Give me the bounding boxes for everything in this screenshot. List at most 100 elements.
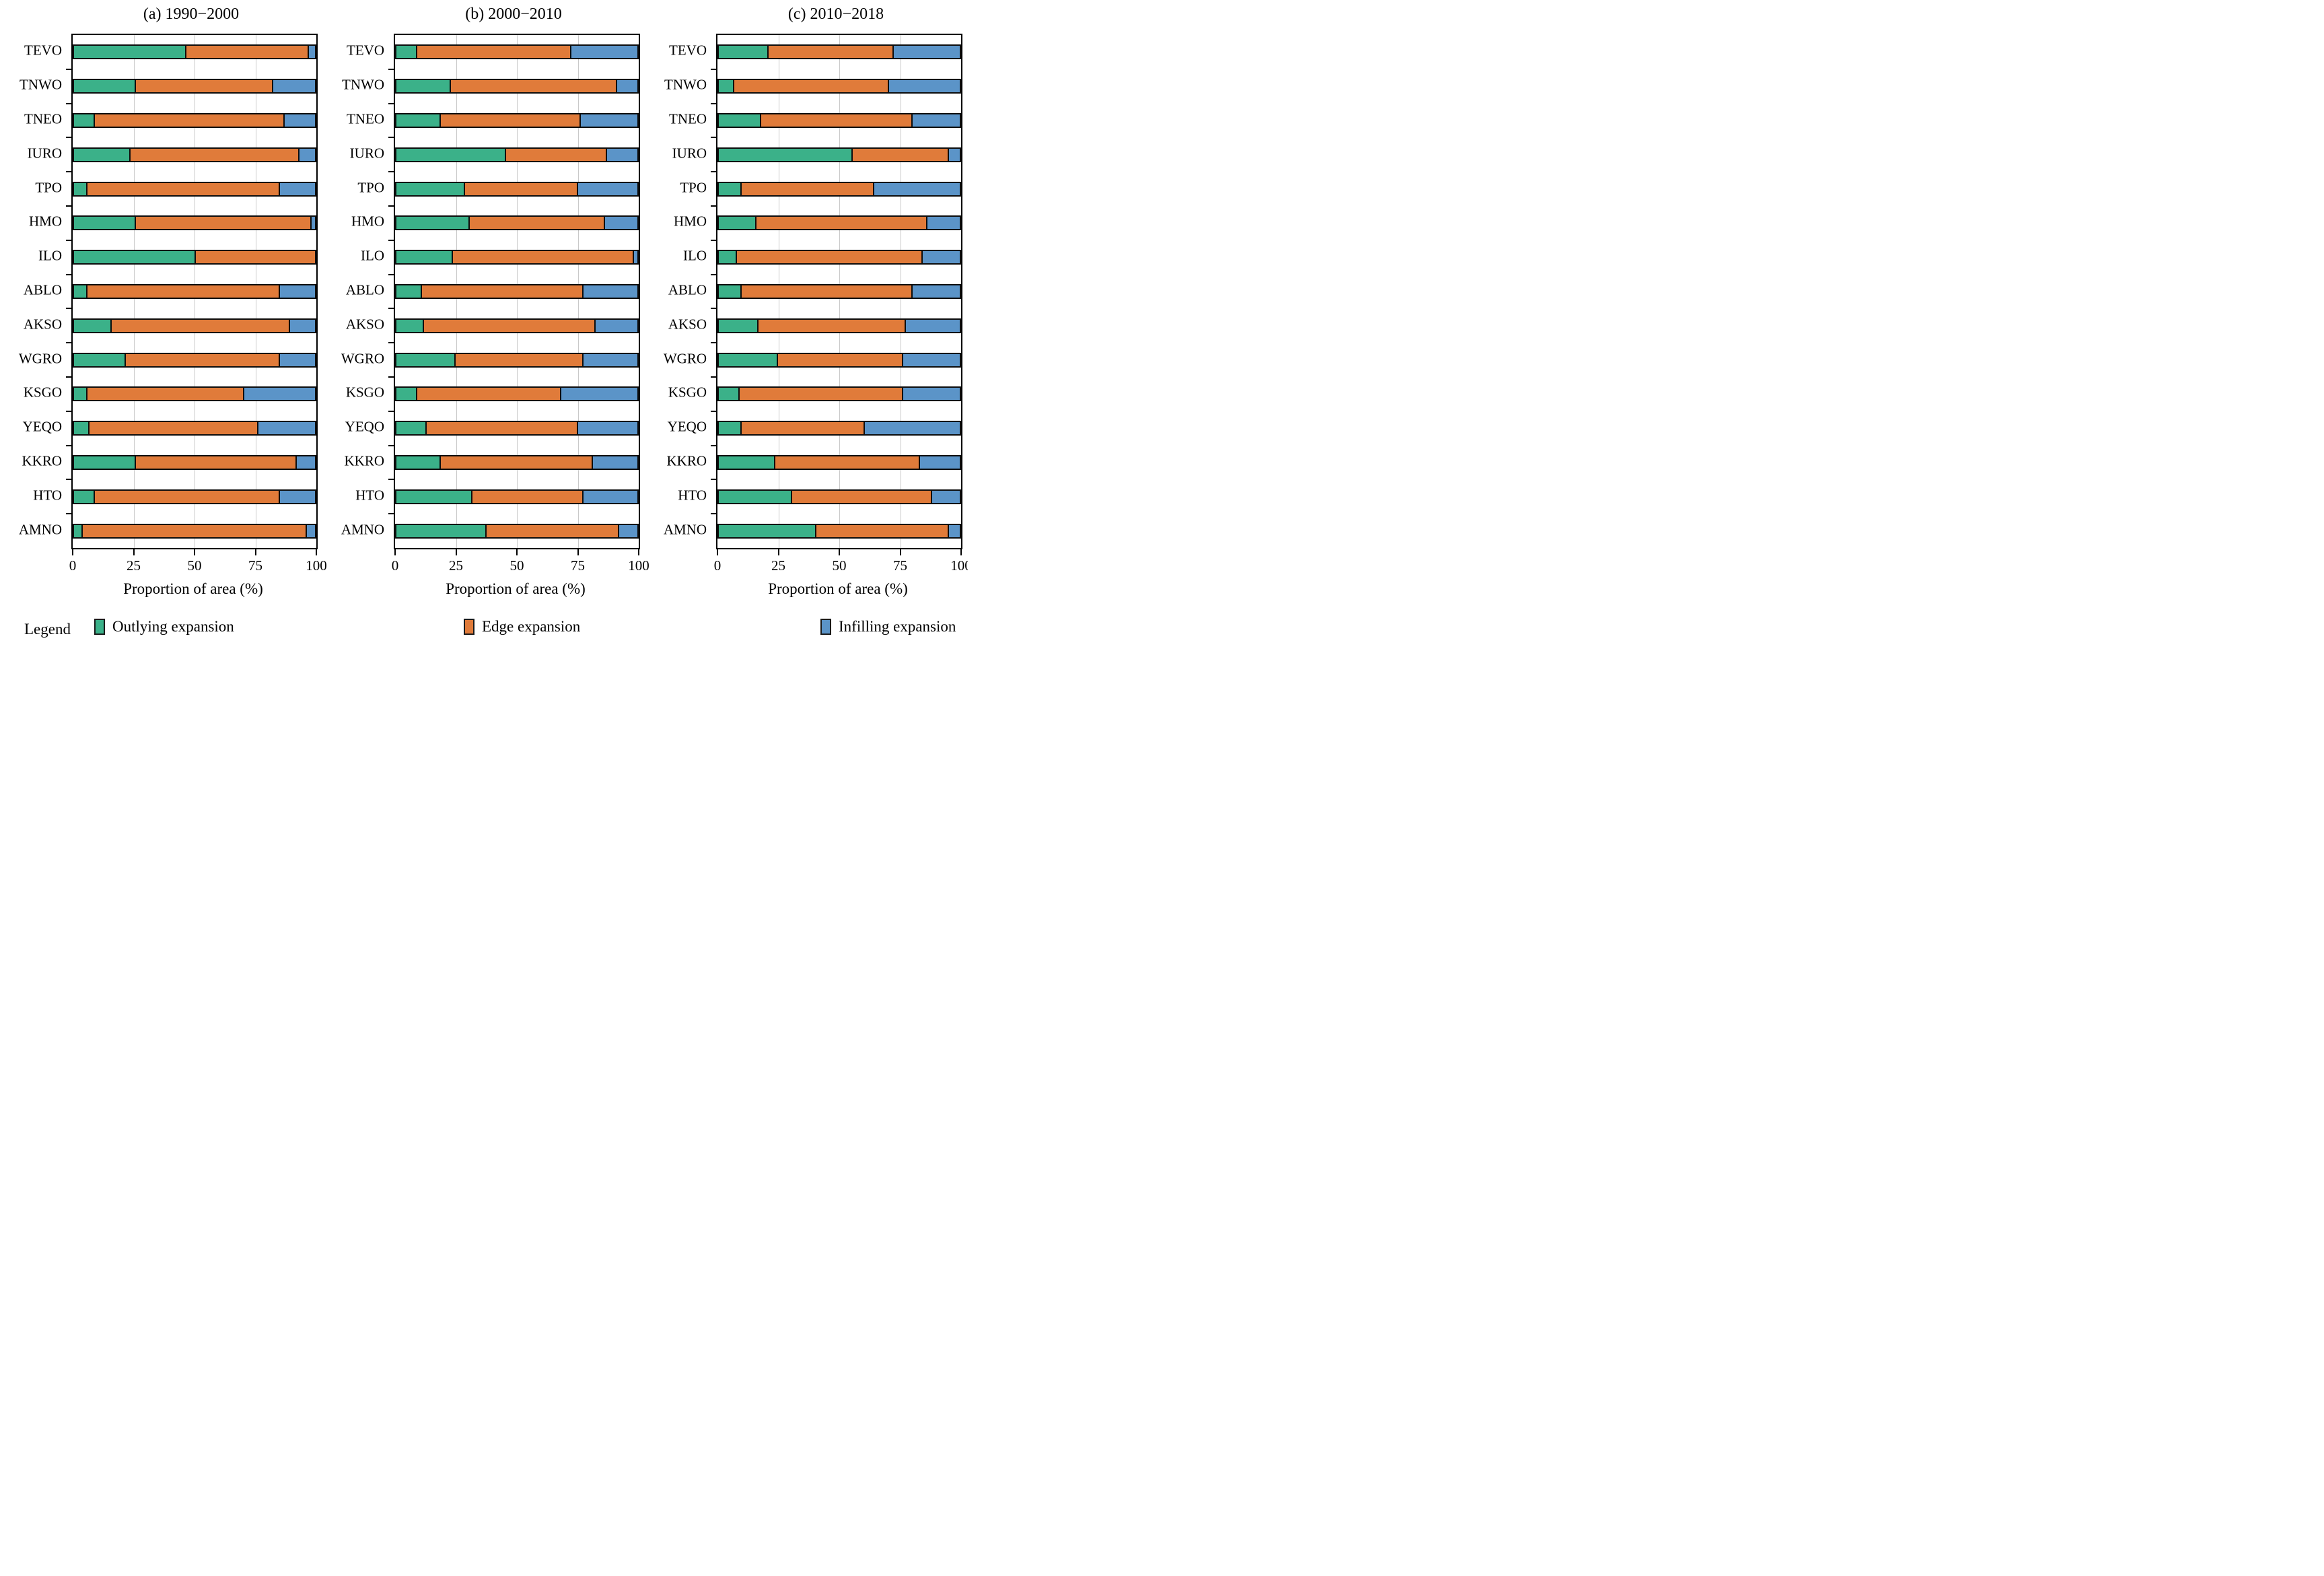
stacked-bar-yeqo (395, 421, 639, 436)
bar-segment-edge (129, 148, 298, 161)
bar-segment-infilling (902, 353, 960, 366)
stacked-bar-kkro (73, 455, 316, 470)
bar-segment-edge (439, 114, 580, 127)
bar-segment-infilling (632, 251, 637, 264)
bar-segment-infilling (582, 490, 637, 503)
bar-segment-infilling (904, 319, 960, 332)
x-tick-label-25: 25 (771, 557, 785, 574)
bar-segment-infilling (279, 490, 315, 503)
stacked-bar-ablo (717, 284, 961, 299)
y-minor-tick (388, 513, 394, 515)
stacked-bar-iuro (395, 147, 639, 162)
stacked-bar-tneo (395, 113, 639, 128)
category-label-ksgo: KSGO (668, 384, 707, 401)
y-minor-tick (388, 308, 394, 310)
bar-segment-edge (740, 285, 912, 298)
bar-segment-edge (754, 217, 926, 230)
panel-title-a: (a) 1990−2000 (143, 5, 240, 23)
y-minor-tick (711, 376, 716, 378)
bar-segment-edge (468, 217, 604, 230)
panel-2010-2018: (c) 2010−2018 TEVO TNWO TNEO IURO TPO HMO ILO A… (645, 0, 968, 656)
x-tick-mark-75 (899, 549, 901, 555)
bar-segment-infilling (606, 148, 637, 161)
stacked-bar-ilo (395, 250, 639, 265)
bar-segment-edge (740, 182, 874, 195)
bar-segment-infilling (873, 182, 960, 195)
bar-segment-edge (774, 456, 919, 469)
bar-segment-infilling (310, 217, 315, 230)
bar-segment-edge (449, 80, 616, 93)
bar-segment-infilling (919, 456, 960, 469)
bar-segment-outlying (74, 319, 110, 332)
bar-segment-infilling (902, 388, 960, 401)
x-axis-title-b: Proportion of area (%) (446, 580, 586, 597)
bar-segment-edge (505, 148, 606, 161)
bar-segment-outlying (719, 285, 741, 298)
bar-segment-outlying (74, 182, 86, 195)
category-label-tevo: TEVO (347, 42, 384, 59)
panel-1990-2000: (a) 1990−2000 TEVO TNWO TNEO IURO TPO HMO ILO A… (0, 0, 327, 656)
bar-segment-infilling (271, 80, 315, 93)
bar-segment-edge (85, 285, 279, 298)
y-minor-tick (66, 273, 71, 275)
stacked-bar-hto (73, 489, 316, 504)
bar-segment-outlying (396, 217, 469, 230)
stacked-bar-tevo (395, 44, 639, 60)
x-tick-label-100: 100 (628, 557, 649, 574)
bar-segment-outlying (396, 251, 452, 264)
stacked-bar-hto (395, 489, 639, 504)
bar-segment-edge (815, 524, 948, 537)
category-label-amno: AMNO (18, 521, 62, 538)
stacked-bar-tevo (73, 44, 316, 60)
category-label-ilo: ILO (361, 247, 384, 264)
category-label-tpo: TPO (35, 179, 62, 196)
bar-segment-outlying (74, 388, 86, 401)
category-label-akso: AKSO (668, 316, 707, 333)
bar-segment-edge (195, 251, 315, 264)
stacked-bar-hmo (395, 215, 639, 231)
bar-segment-edge (110, 319, 289, 332)
bar-segment-edge (776, 353, 903, 366)
bar-segment-edge (464, 182, 577, 195)
bar-segment-outlying (74, 46, 185, 59)
x-tick-mark-25 (455, 549, 457, 555)
bar-segment-infilling (948, 148, 960, 161)
bar-segment-infilling (892, 46, 960, 59)
bar-segment-outlying (719, 524, 816, 537)
y-minor-tick (711, 410, 716, 412)
bar-segment-infilling (931, 490, 960, 503)
x-tick-label-25: 25 (449, 557, 463, 574)
plot-area-c: 0 25 50 75 100 (711, 34, 968, 574)
stacked-bar-yeqo (73, 421, 316, 436)
bar-segment-infilling (279, 182, 315, 195)
bar-segment-outlying (396, 490, 471, 503)
x-tick-mark-75 (577, 549, 579, 555)
y-minor-tick (66, 102, 71, 104)
legend-item-infilling: Infilling expansion (820, 618, 956, 636)
bar-segment-edge (470, 490, 582, 503)
bar-segment-infilling (582, 285, 637, 298)
stacked-bar-tnwo (395, 79, 639, 94)
stacked-bar-tneo (717, 113, 961, 128)
category-label-iuro: IURO (349, 145, 384, 162)
bar-segment-edge (81, 524, 306, 537)
bar-segment-edge (851, 148, 948, 161)
bar-segment-edge (759, 114, 912, 127)
bar-segment-outlying (74, 114, 94, 127)
y-minor-tick (388, 171, 394, 173)
edge-expansion-swatch-icon (464, 619, 474, 635)
bar-segment-infilling (615, 80, 637, 93)
y-minor-tick (388, 376, 394, 378)
bar-segment-infilling (242, 388, 315, 401)
bar-segment-infilling (577, 422, 637, 435)
bar-segment-outlying (719, 251, 736, 264)
y-axis-labels-b: TEVO TNWO TNEO IURO TPO HMO ILO ABLO AKSO WGRO KSG… (322, 34, 388, 547)
stacked-bar-akso (717, 318, 961, 333)
bar-segment-edge (439, 456, 592, 469)
category-label-ilo: ILO (683, 247, 707, 264)
stacked-bar-ablo (73, 284, 316, 299)
y-minor-tick (388, 102, 394, 104)
category-label-yeqo: YEQO (667, 418, 707, 435)
bar-segment-outlying (396, 114, 440, 127)
category-label-ablo: ABLO (668, 281, 707, 298)
